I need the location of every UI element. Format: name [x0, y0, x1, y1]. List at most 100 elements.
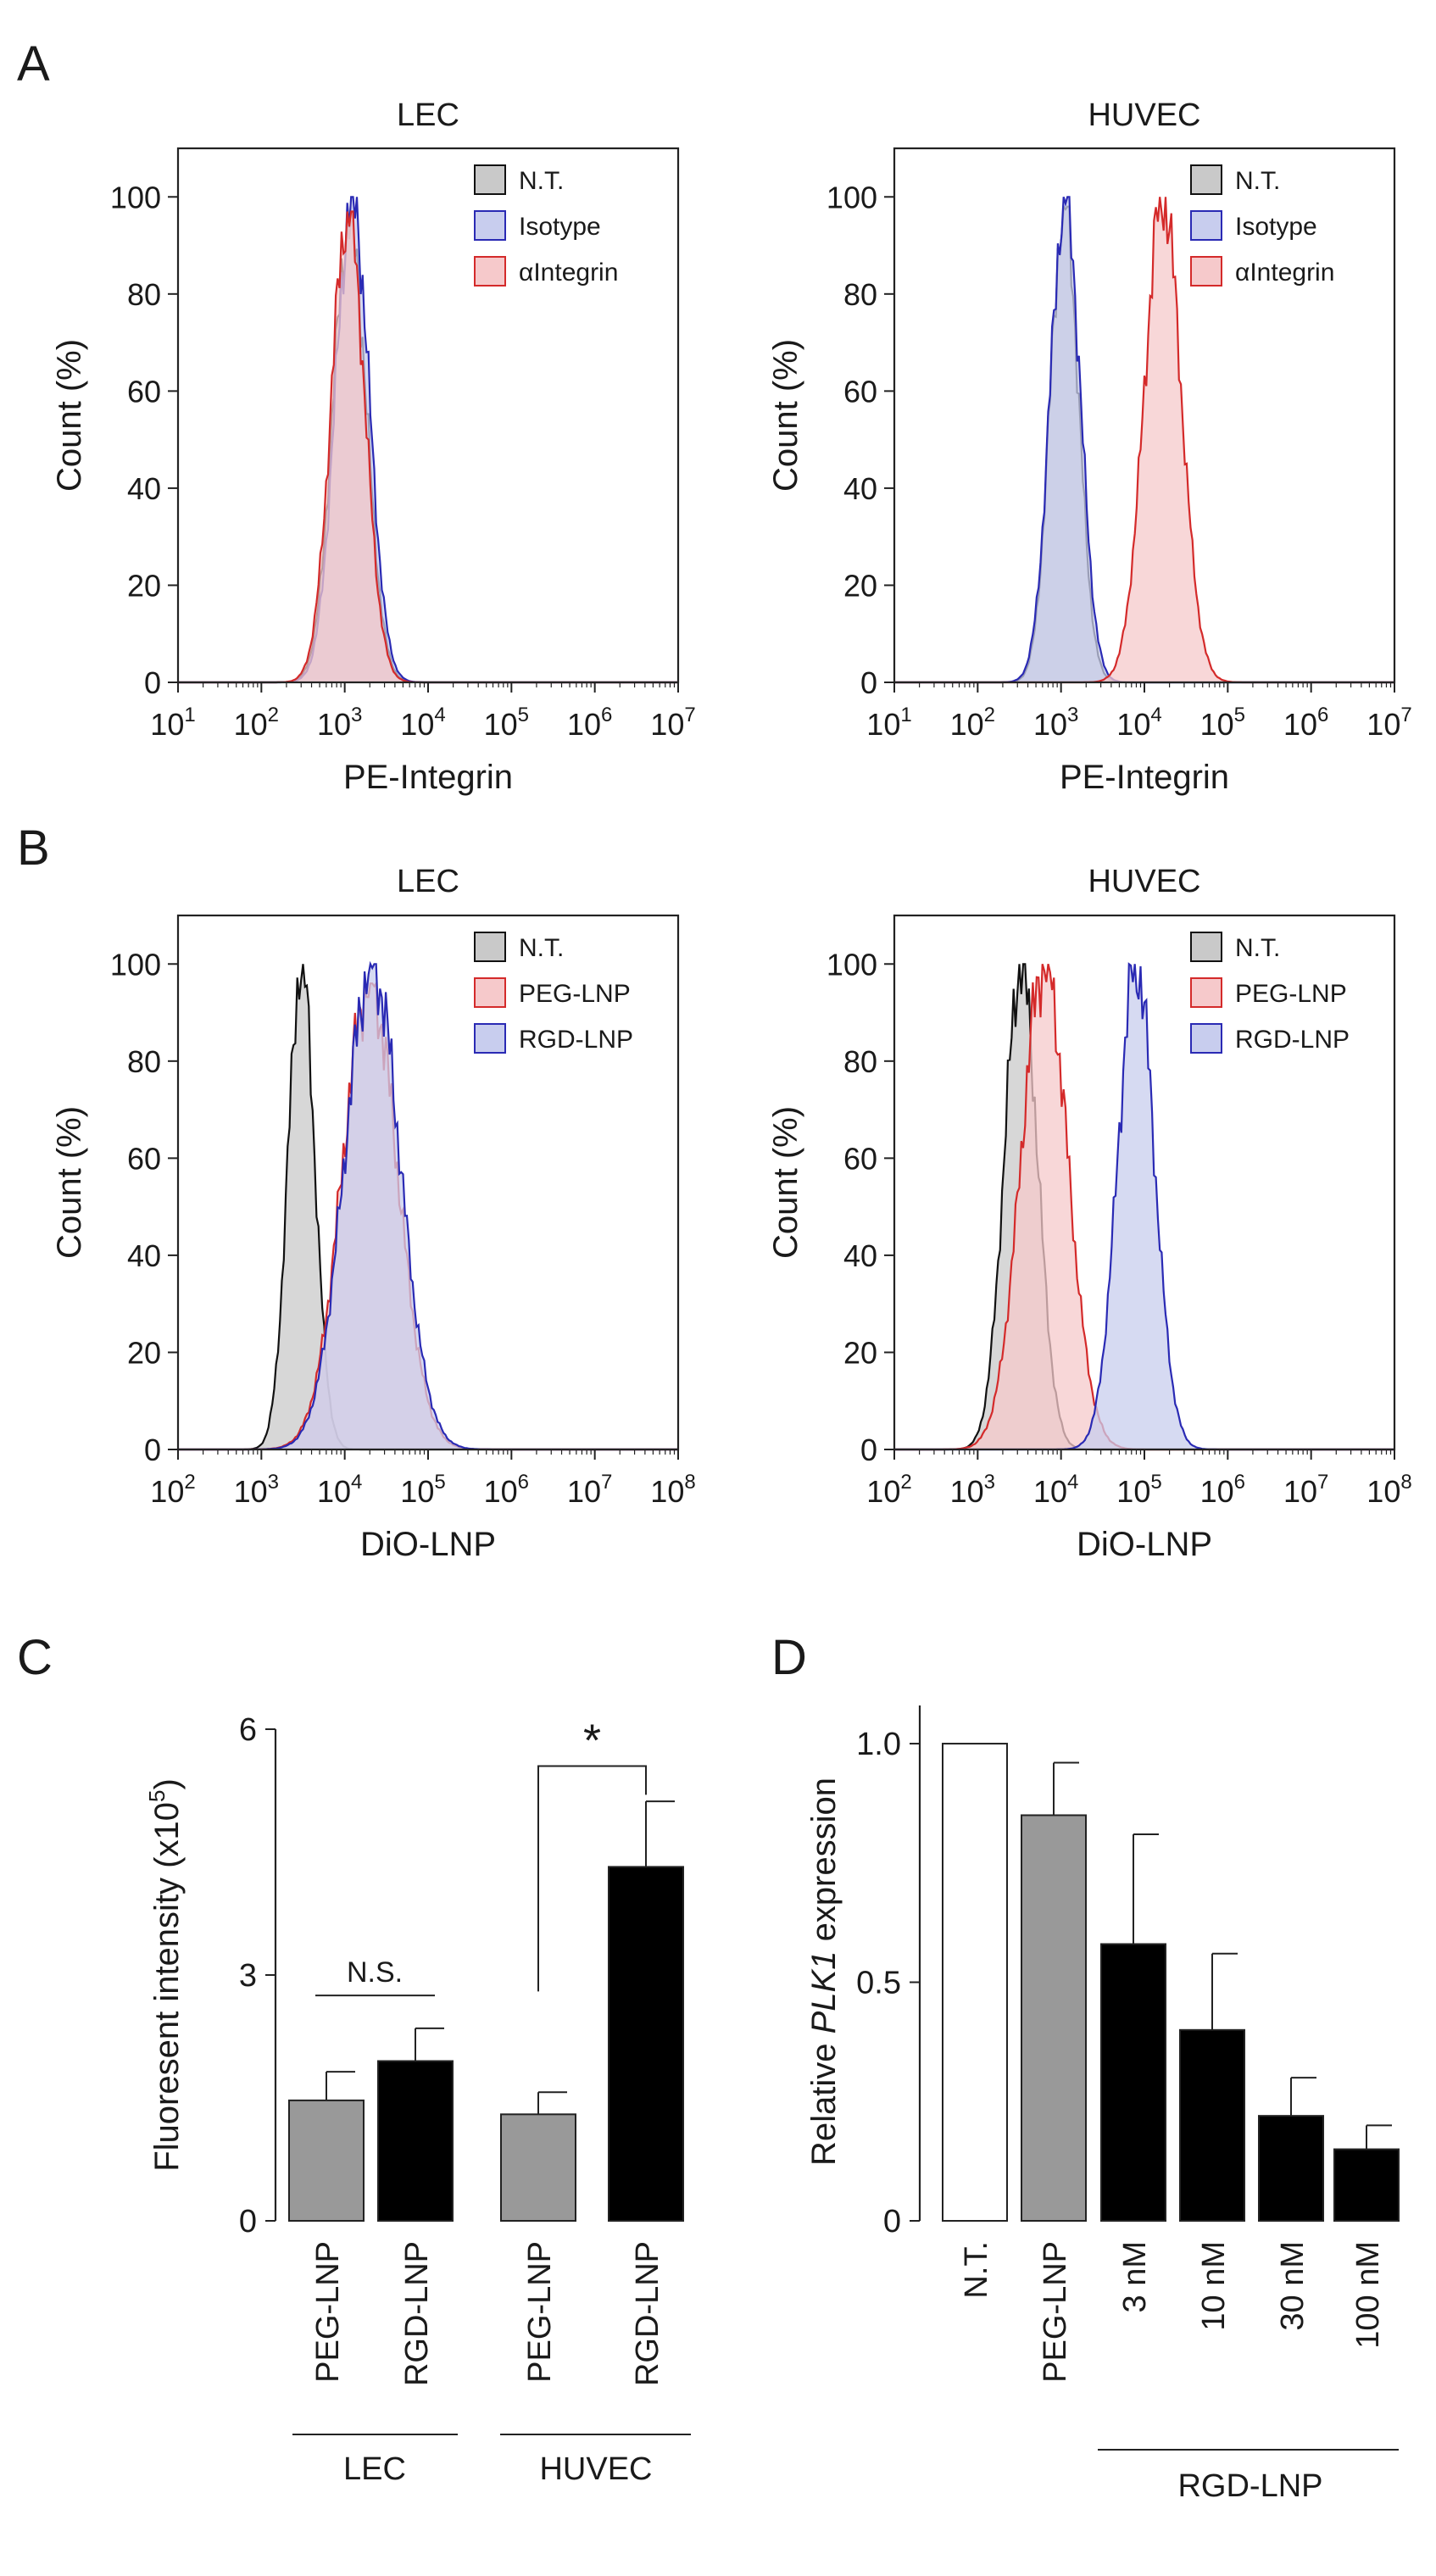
series-line-n-t	[178, 220, 678, 684]
legend-label-rgd-lnp: RGD-LNP	[1235, 1026, 1350, 1054]
x-tick-label: 106	[567, 704, 612, 742]
x-tick-label: 30 nM	[1275, 2241, 1311, 2331]
bar-n-t	[942, 1743, 1008, 2223]
y-tick-label: 0	[239, 2204, 257, 2239]
y-axis-label: Count (%)	[51, 1106, 88, 1259]
legend-swatch-rgd-lnp	[474, 1023, 506, 1054]
bar-10-nm	[1179, 2028, 1245, 2222]
x-tick-label: 104	[1033, 1471, 1078, 1509]
x-tick-label: 10 nM	[1196, 2241, 1232, 2331]
y-tick-label: 100	[110, 947, 161, 982]
x-tick-label: 105	[1200, 704, 1245, 742]
legend-label-peg-lnp: PEG-LNP	[1235, 980, 1347, 1008]
legend-label-n-t: N.T.	[519, 167, 564, 195]
y-tick-label: 0	[860, 1433, 877, 1467]
panel-label-d: D	[771, 1630, 807, 1685]
y-tick-label: 40	[843, 471, 877, 506]
bar-chart-d: 0 0.5 1.0 N.T. PEG-LNP 3 nM 10 nM 30 nM 100 nM RG…	[805, 1705, 1400, 2504]
histogram-a-lec: LEC 0 20 40 60 80 100 101 102 103 104 105 106 107 PE-I…	[51, 97, 696, 796]
bar-peg-lnp	[1021, 1814, 1087, 2222]
y-tick-label: 60	[127, 374, 161, 409]
legend-label-n-t: N.T.	[1235, 167, 1280, 195]
histogram-a-huvec: HUVEC 0 20 40 60 80 100 101 102 103 104 105 106 107 PE…	[767, 97, 1412, 796]
legend-label-isotype: Isotype	[519, 213, 601, 241]
legend-label-integrin: αIntegrin	[1235, 259, 1334, 287]
x-tick-label: 105	[400, 1471, 445, 1509]
x-tick-label: PEG-LNP	[522, 2241, 558, 2383]
x-tick-label: 108	[1366, 1471, 1411, 1509]
x-tick-label: 107	[1366, 704, 1411, 742]
x-tick-label: 103	[234, 1471, 279, 1509]
panel-label-b: B	[17, 821, 50, 876]
histogram-b-huvec: HUVEC 0 20 40 60 80 100 102 103 104 105 106 107 108 Di…	[767, 864, 1412, 1563]
x-axis-label: DiO-LNP	[360, 1526, 496, 1563]
bar-rgd-lnp-3	[608, 1866, 684, 2222]
x-tick-label: PEG-LNP	[1038, 2241, 1073, 2383]
legend-swatch-peg-lnp	[1190, 977, 1222, 1008]
panel-label-c: C	[17, 1630, 53, 1685]
y-tick-label: 40	[843, 1238, 877, 1273]
legend-swatch-rgd-lnp	[1190, 1023, 1222, 1054]
legend-label-rgd-lnp: RGD-LNP	[519, 1026, 633, 1054]
series-area-n-t	[178, 220, 678, 682]
x-tick-label: 107	[567, 1471, 612, 1509]
legend-label-n-t: N.T.	[1235, 934, 1280, 962]
plot-frame	[176, 147, 680, 684]
x-tick-label: 104	[317, 1471, 362, 1509]
series-area-n-t	[178, 964, 678, 1449]
x-axis-label: DiO-LNP	[1077, 1526, 1212, 1563]
group-label-rgd: RGD-LNP	[1177, 2468, 1322, 2504]
series-area-rgd-lnp	[894, 964, 1394, 1449]
y-axis-label: Relative PLK1 expression	[805, 1778, 843, 2166]
legend-label-n-t: N.T.	[519, 934, 564, 962]
legend-swatch-peg-lnp	[474, 977, 506, 1008]
x-tick-label: 102	[234, 704, 279, 742]
x-tick-label: 102	[950, 704, 995, 742]
chart-title: HUVEC	[1088, 97, 1200, 133]
x-tick-label: 108	[650, 1471, 695, 1509]
x-tick-label: PEG-LNP	[310, 2241, 346, 2383]
x-axis-label: PE-Integrin	[343, 759, 513, 796]
bar-100-nm	[1333, 2148, 1400, 2223]
bar-peg-lnp-2	[500, 2113, 576, 2222]
x-tick-label: 106	[1283, 704, 1328, 742]
x-tick-label: 105	[484, 704, 529, 742]
x-tick-label: 104	[400, 704, 445, 742]
x-tick-label: 101	[150, 704, 195, 742]
series-area-peg-lnp	[894, 964, 1394, 1449]
y-axis-label: Count (%)	[51, 339, 88, 492]
significance-bracket	[537, 1765, 647, 1992]
group-label-huvec: HUVEC	[539, 2451, 652, 2487]
x-tick-label: 102	[866, 1471, 911, 1509]
x-tick-label: 103	[1033, 704, 1078, 742]
legend-label-isotype: Isotype	[1235, 213, 1317, 241]
y-tick-label: 40	[127, 1238, 161, 1273]
y-tick-label: 0.5	[856, 1966, 901, 2001]
x-tick-label: 102	[150, 1471, 195, 1509]
y-tick-label: 60	[127, 1141, 161, 1176]
y-tick-label: 0	[144, 1433, 161, 1467]
x-tick-label: 100 nM	[1350, 2241, 1386, 2349]
y-tick-label: 20	[127, 568, 161, 603]
y-axis-label: Count (%)	[767, 1106, 804, 1259]
legend-label-peg-lnp: PEG-LNP	[519, 980, 631, 1008]
bar-peg-lnp-0	[288, 2099, 365, 2222]
y-axis-label: Count (%)	[767, 339, 804, 492]
x-tick-label: RGD-LNP	[630, 2241, 665, 2386]
y-tick-label: 100	[827, 947, 877, 982]
y-tick-label: 0	[860, 665, 877, 700]
chart-title: LEC	[397, 97, 459, 133]
y-tick-label: 80	[127, 1044, 161, 1079]
group-label-lec: LEC	[343, 2451, 406, 2487]
x-tick-label: 101	[866, 704, 911, 742]
legend-swatch-n-t	[474, 164, 506, 195]
x-axis-label: PE-Integrin	[1060, 759, 1229, 796]
significance-star: *	[583, 1716, 601, 1766]
y-tick-label: 20	[127, 1335, 161, 1370]
x-tick-label: 3 nM	[1117, 2241, 1153, 2312]
x-tick-label: RGD-LNP	[399, 2241, 435, 2386]
y-tick-label: 20	[843, 568, 877, 603]
y-tick-label: 60	[843, 1141, 877, 1176]
bar-3-nm	[1100, 1943, 1166, 2222]
legend-swatch-n-t	[474, 932, 506, 962]
